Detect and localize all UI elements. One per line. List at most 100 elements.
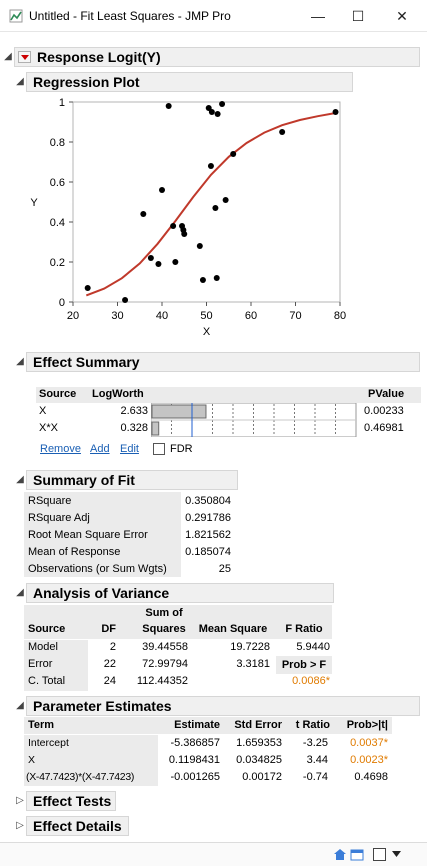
collapse-triangle-icon[interactable]: ◢ — [16, 356, 24, 367]
effect-details-title: Effect Details — [33, 818, 122, 834]
data-point — [196, 243, 203, 249]
y-tick-label: 0.4 — [50, 217, 65, 229]
minimize-button[interactable]: — — [311, 8, 325, 24]
x-tick-label: 30 — [111, 310, 123, 322]
anova-ms: 3.3181 — [236, 658, 270, 670]
regression-plot-header[interactable]: Regression Plot — [26, 72, 353, 92]
fit-curve — [85, 112, 336, 297]
y-tick-label: 1 — [59, 97, 65, 109]
param-estimate: -0.001265 — [170, 771, 220, 783]
x-tick-label: 60 — [245, 310, 257, 322]
anova-prob-value: 0.0086* — [292, 675, 330, 687]
data-point — [122, 297, 129, 303]
data-point — [230, 151, 237, 157]
home-icon[interactable] — [333, 848, 347, 861]
anova-ms: 19.7228 — [230, 641, 270, 653]
window-list-icon[interactable] — [350, 848, 364, 861]
summary-of-fit-table: RSquare 0.350804 RSquare Adj 0.291786 Root… — [24, 492, 235, 577]
anova-title: Analysis of Variance — [33, 585, 170, 601]
col-prob-t: Prob>|t| — [346, 719, 388, 731]
response-header[interactable]: Response Logit(Y) — [14, 47, 420, 67]
col-ss-bottom: Squares — [142, 623, 186, 635]
x-tick-label: 20 — [67, 310, 79, 322]
x-tick-label: 70 — [289, 310, 301, 322]
layout-checkbox[interactable] — [373, 848, 386, 861]
col-source: Source — [39, 388, 77, 400]
data-point — [170, 223, 177, 229]
param-std-error: 1.659353 — [236, 737, 282, 749]
anova-ss: 39.44558 — [142, 641, 188, 653]
collapse-triangle-icon[interactable]: ◢ — [16, 700, 24, 711]
y-tick-label: 0 — [59, 297, 65, 309]
data-point — [214, 111, 221, 117]
expand-triangle-icon[interactable]: ▷ — [16, 795, 24, 806]
data-point — [199, 277, 206, 283]
param-t-ratio: -3.25 — [302, 737, 328, 749]
anova-ss: 72.99794 — [142, 658, 188, 670]
col-f: F Ratio — [285, 623, 323, 635]
close-button[interactable]: ✕ — [396, 8, 408, 24]
param-t-ratio: 3.44 — [306, 754, 328, 766]
anova-df: 22 — [103, 658, 116, 670]
effect-pvalue-xx: 0.46981 — [364, 422, 404, 434]
window-title-bar: Untitled - Fit Least Squares - JMP Pro —… — [0, 0, 427, 32]
chevron-down-icon[interactable] — [392, 851, 401, 858]
effect-summary-title: Effect Summary — [33, 354, 140, 370]
data-point — [332, 109, 339, 115]
effect-details-header[interactable]: Effect Details — [26, 816, 129, 836]
col-ms: Mean Square — [198, 623, 268, 635]
data-point — [172, 259, 179, 265]
collapse-triangle-icon[interactable]: ◢ — [16, 587, 24, 598]
collapse-triangle-icon[interactable]: ◢ — [16, 76, 24, 87]
anova-source: C. Total — [28, 675, 66, 687]
fit-label: RSquare Adj — [24, 509, 181, 526]
add-link[interactable]: Add — [90, 443, 110, 455]
effect-tests-header[interactable]: Effect Tests — [26, 791, 116, 811]
remove-link[interactable]: Remove — [40, 443, 81, 455]
param-estimate: 0.1198431 — [168, 754, 220, 766]
data-point — [219, 101, 226, 107]
col-t-ratio: t Ratio — [295, 719, 330, 731]
effect-logworth-x: 2.633 — [120, 405, 148, 417]
status-bar — [0, 842, 427, 866]
plot-frame — [72, 101, 341, 303]
data-point — [212, 205, 219, 211]
collapse-triangle-icon[interactable]: ◢ — [4, 51, 12, 62]
maximize-button[interactable]: ☐ — [351, 8, 365, 24]
col-estimate: Estimate — [174, 719, 220, 731]
data-point — [147, 255, 154, 261]
param-std-error: 0.034825 — [236, 754, 282, 766]
anova-header[interactable]: Analysis of Variance — [26, 583, 334, 603]
col-std-error: Std Error — [234, 719, 282, 731]
param-estimate: -5.386857 — [170, 737, 220, 749]
col-pvalue: PValue — [368, 388, 405, 400]
y-tick-label: 0.2 — [50, 257, 65, 269]
fit-value: 0.185074 — [185, 545, 231, 558]
expand-triangle-icon[interactable]: ▷ — [16, 820, 24, 831]
param-t-ratio: -0.74 — [302, 771, 328, 783]
regression-plot-title: Regression Plot — [33, 74, 140, 90]
data-point — [140, 211, 147, 217]
fdr-label: FDR — [170, 443, 193, 455]
anova-f-ratio: 5.9440 — [296, 641, 330, 653]
x-tick-label: 40 — [156, 310, 168, 322]
regression-plot[interactable]: 0 0.2 0.4 0.6 0.8 1 20 30 40 50 60 70 80 X Y — [20, 92, 350, 342]
x-axis-label: X — [203, 326, 211, 338]
edit-link[interactable]: Edit — [120, 443, 139, 455]
effect-summary-header[interactable]: Effect Summary — [26, 352, 420, 372]
collapse-triangle-icon[interactable]: ◢ — [16, 474, 24, 485]
data-point — [84, 285, 91, 291]
anova-ss: 112.44352 — [136, 675, 188, 687]
fdr-checkbox[interactable] — [153, 443, 165, 455]
x-tick-label: 50 — [200, 310, 212, 322]
red-triangle-menu-icon[interactable] — [18, 51, 31, 63]
param-term: X — [28, 754, 36, 766]
data-point — [207, 163, 214, 169]
summary-of-fit-header[interactable]: Summary of Fit — [26, 470, 238, 490]
effect-pvalue-x: 0.00233 — [364, 405, 404, 417]
anova-source: Model — [28, 641, 58, 653]
parameter-estimates-header[interactable]: Parameter Estimates — [26, 696, 420, 716]
effect-tests-title: Effect Tests — [33, 793, 112, 809]
anova-df: 24 — [103, 675, 116, 687]
anova-source: Error — [28, 658, 53, 670]
